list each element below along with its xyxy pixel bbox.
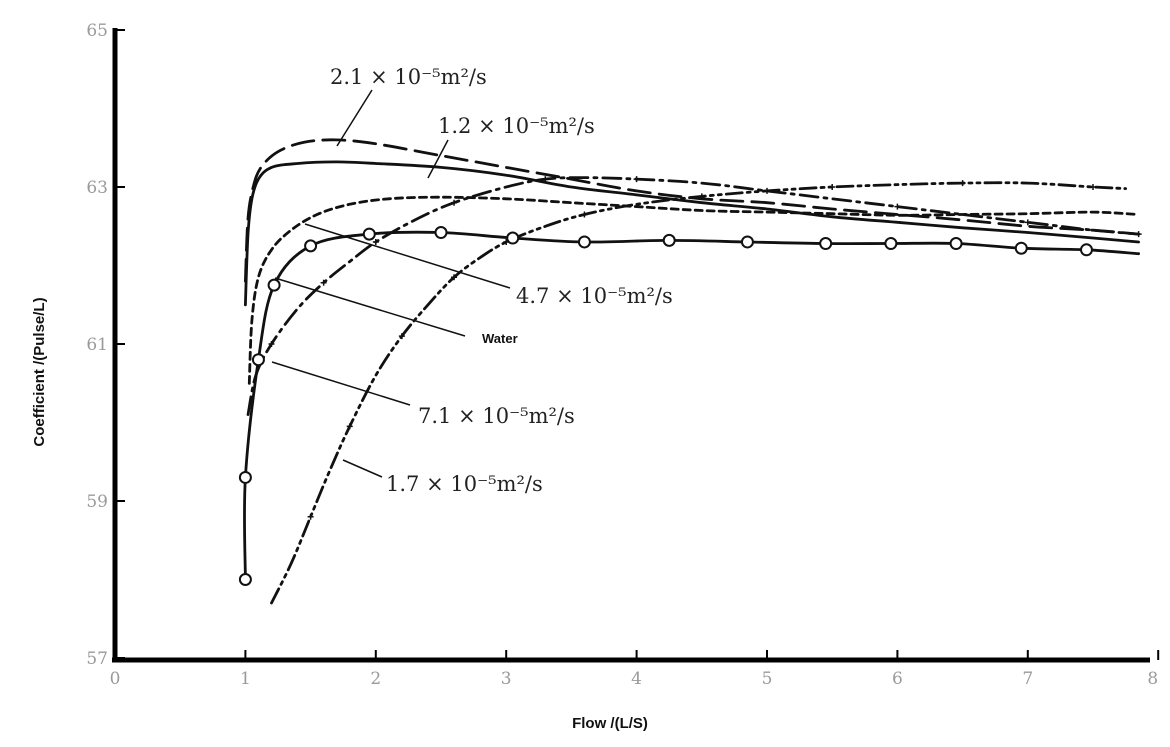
series-point-7-1-10-m-s	[320, 279, 327, 286]
series-label-2: 4.7 × 10⁻⁵m²/s	[516, 284, 673, 308]
series-point-7-1-10-m-s	[1024, 219, 1031, 226]
x-tick-label-2: 2	[370, 669, 381, 689]
water-data-point	[577, 235, 591, 249]
series-point-1-7-10-m-s	[698, 193, 705, 200]
curves-layer	[243, 138, 1140, 605]
water-data-point	[434, 226, 448, 240]
series-point-1-7-10-m-s	[959, 180, 966, 187]
series-line-2-1-10-m-s-0	[244, 138, 1140, 283]
y-axis-title: Coefficient /(Pulse/L)	[31, 297, 48, 446]
series-point-1-7-10-m-s	[398, 333, 405, 340]
series-label-water: Water	[482, 331, 518, 346]
series-line-1-2-10-m-s-1	[244, 160, 1140, 307]
leader-line-water	[274, 277, 466, 337]
series-point-7-1-10-m-s	[1135, 231, 1142, 238]
leader-line-1-7-10-m-s-5	[342, 459, 383, 478]
x-tick-label-0: 0	[110, 669, 121, 689]
x-tick-label-7: 7	[1022, 669, 1033, 689]
y-ticks: 57 59 61 63 65	[86, 21, 125, 669]
leader-line-1-2-10-m-s-1	[427, 139, 449, 179]
series-point-1-7-10-m-s	[829, 184, 836, 190]
leader-line-4-7-10-m-s-2	[304, 223, 511, 289]
series-point-7-1-10-m-s	[268, 341, 275, 347]
leader-lines	[271, 89, 511, 478]
series-point-1-7-10-m-s	[503, 238, 510, 245]
markers-layer	[238, 176, 1142, 586]
water-data-point	[304, 239, 318, 253]
curve-labels: 2.1 × 10⁻⁵m²/s 1.2 × 10⁻⁵m²/s 4.7 × 10⁻⁵m²…	[330, 65, 673, 496]
water-data-point	[884, 237, 898, 251]
x-axis-title: Flow /(L/S)	[572, 715, 648, 732]
water-data-point	[267, 278, 281, 292]
x-tick-label-6: 6	[892, 669, 903, 689]
series-point-7-1-10-m-s	[764, 187, 770, 194]
series-point-1-7-10-m-s	[307, 513, 314, 520]
series-point-1-7-10-m-s	[346, 423, 353, 430]
series-point-7-1-10-m-s	[633, 176, 640, 183]
y-tick-label-61: 61	[86, 335, 108, 355]
y-tick-label-57: 57	[86, 649, 108, 669]
series-line-4-7-10-m-s-2	[247, 195, 1140, 385]
series-point-7-1-10-m-s	[542, 176, 549, 183]
water-data-point	[949, 237, 963, 251]
series-label-1: 1.2 × 10⁻⁵m²/s	[438, 114, 595, 138]
water-data-point	[362, 227, 376, 241]
water-data-point	[251, 353, 265, 367]
series-label-4: 7.1 × 10⁻⁵m²/s	[418, 404, 575, 428]
series-point-1-7-10-m-s	[451, 274, 458, 281]
y-tick-label-59: 59	[86, 492, 108, 512]
water-data-point	[1014, 241, 1028, 255]
leader-line-7-1-10-m-s-4	[271, 361, 411, 406]
x-tick-label-1: 1	[240, 669, 251, 689]
water-data-point	[1079, 243, 1093, 257]
x-tick-label-5: 5	[762, 669, 773, 689]
water-data-point	[238, 573, 252, 586]
x-ticks: 0 1 2 3 4 5 6 7 8	[110, 650, 1160, 689]
series-line-water-3	[243, 230, 1140, 581]
x-tick-label-4: 4	[631, 669, 642, 689]
series-point-7-1-10-m-s	[894, 203, 901, 210]
series-point-7-1-10-m-s	[451, 199, 458, 206]
series-line-7-1-10-m-s-4	[246, 176, 1140, 416]
series-point-7-1-10-m-s	[372, 238, 379, 245]
water-data-point	[238, 470, 252, 484]
series-point-1-7-10-m-s	[581, 211, 588, 218]
series-point-1-7-10-m-s	[1090, 184, 1096, 190]
series-line-1-7-10-m-s-5	[270, 181, 1127, 605]
water-data-point	[662, 233, 676, 247]
leader-line-2-1-10-m-s-0	[336, 89, 373, 147]
water-data-point	[506, 231, 520, 245]
x-tick-label-3: 3	[501, 669, 512, 689]
x-tick-label-8: 8	[1147, 669, 1158, 689]
series-label-5: 1.7 × 10⁻⁵m²/s	[386, 472, 543, 496]
series-label-0: 2.1 × 10⁻⁵m²/s	[330, 65, 487, 89]
y-tick-label-63: 63	[86, 178, 108, 198]
water-data-point	[740, 235, 754, 249]
y-tick-label-65: 65	[86, 21, 108, 41]
water-data-point	[819, 237, 833, 251]
